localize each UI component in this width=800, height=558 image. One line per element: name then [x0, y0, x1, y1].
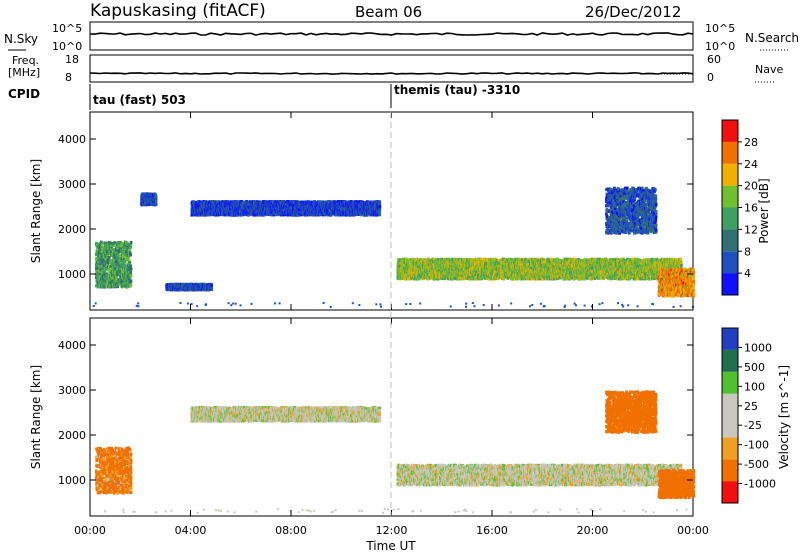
nsearch-label: N.Search — [745, 31, 799, 45]
cpid-label: CPID — [8, 87, 40, 101]
freq-unit: [MHz] — [8, 66, 40, 79]
station-title: Kapuskasing (fitACF) — [90, 1, 266, 21]
power-echo-cell — [129, 246, 132, 249]
cpid-segment-1: tau (fast) 503 — [93, 93, 186, 107]
cpid-segment-2: themis (tau) -3310 — [394, 83, 520, 97]
nsky-panel — [90, 22, 693, 50]
freq-tick-bottom: 8 — [65, 71, 72, 84]
power-panel — [90, 112, 693, 310]
beam-label: Beam 06 — [355, 3, 422, 21]
power-echo-cell — [129, 253, 132, 256]
nsky-tick-bottom: 10^0 — [52, 40, 82, 53]
power-echo-cell — [155, 203, 158, 206]
nsearch-tick-bottom: 10^0 — [705, 40, 735, 53]
nsky-label: N.Sky — [4, 32, 38, 46]
nave-tick-bottom: 0 — [707, 71, 714, 84]
power-echo-cell — [130, 267, 133, 270]
power-echo-cell — [130, 241, 133, 244]
radar-summary-plot: Kapuskasing (fitACF) Beam 06 26/Dec/2012… — [0, 0, 800, 554]
nsky-tick-top: 10^5 — [52, 22, 82, 35]
freq-series — [90, 73, 693, 74]
power-echo-cell — [155, 200, 158, 203]
power-echo-cell — [130, 280, 133, 283]
date-label: 26/Dec/2012 — [585, 3, 681, 21]
nave-label: Nave — [755, 63, 783, 76]
nave-tick-top: 60 — [707, 53, 721, 66]
power-echo-cell — [155, 195, 158, 198]
power-echo-cell — [129, 284, 132, 287]
freq-tick-top: 18 — [65, 53, 79, 66]
nsky-series — [90, 33, 693, 35]
power-echo-cell — [130, 274, 133, 277]
freq-panel — [90, 55, 693, 82]
nsearch-tick-top: 10^5 — [705, 22, 735, 35]
power-echo-cell — [101, 285, 104, 288]
